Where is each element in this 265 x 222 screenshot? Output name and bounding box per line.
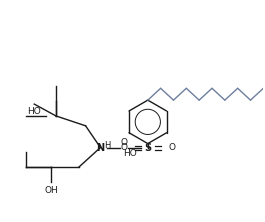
Text: S: S bbox=[144, 143, 151, 153]
Text: HO: HO bbox=[27, 107, 41, 117]
Text: O: O bbox=[120, 143, 127, 152]
Text: O: O bbox=[121, 138, 128, 147]
Text: H: H bbox=[104, 141, 111, 150]
Text: O: O bbox=[169, 143, 175, 152]
Text: OH: OH bbox=[44, 186, 58, 195]
Text: N: N bbox=[96, 143, 104, 153]
Text: HO: HO bbox=[123, 149, 137, 158]
